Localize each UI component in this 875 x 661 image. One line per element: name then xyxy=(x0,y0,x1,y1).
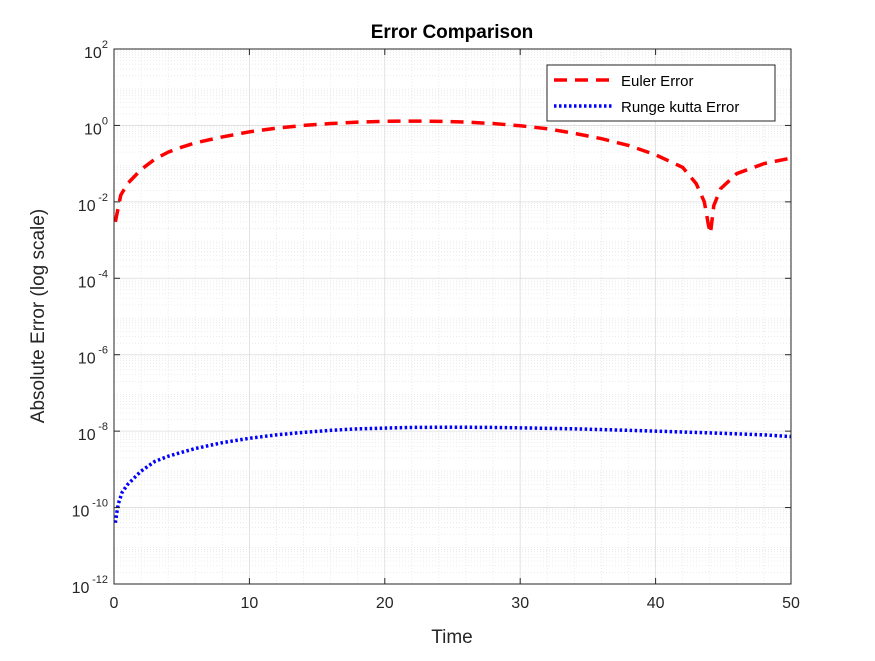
y-tick-exponent: 0 xyxy=(102,115,108,127)
series-line-euler xyxy=(113,119,792,236)
y-tick-base: 10 xyxy=(78,198,96,215)
series-line-runge-kutta xyxy=(113,425,792,524)
axes-background xyxy=(114,49,791,584)
y-tick-exponent: -2 xyxy=(98,192,108,204)
y-tick-label: -410 xyxy=(78,268,108,291)
series-layer xyxy=(113,119,792,524)
y-axis-label: Absolute Error (log scale) xyxy=(28,209,49,423)
y-tick-exponent: -4 xyxy=(98,268,108,280)
y-tick-base: 10 xyxy=(72,580,90,597)
y-tick-exponent: -10 xyxy=(92,498,108,510)
y-tick-base: 10 xyxy=(84,121,102,138)
y-tick-label: 010 xyxy=(84,115,108,138)
y-tick-exponent: -12 xyxy=(92,574,108,586)
x-axis-label: Time xyxy=(431,627,473,648)
chart-title: Error Comparison xyxy=(371,22,534,43)
axes-box xyxy=(113,48,792,585)
x-tick-label: 20 xyxy=(376,595,394,612)
legend-label-euler: Euler Error xyxy=(621,73,694,90)
y-tick-exponent: -8 xyxy=(98,421,108,433)
x-tick-label: 0 xyxy=(110,595,119,612)
y-tick-base: 10 xyxy=(84,45,102,62)
y-tick-label: -610 xyxy=(78,345,108,368)
minor-grid xyxy=(114,49,791,584)
x-tick-label: 10 xyxy=(241,595,259,612)
y-tick-base: 10 xyxy=(78,351,96,368)
legend-label-runge-kutta: Runge kutta Error xyxy=(621,99,739,116)
y-tick-label: 210 xyxy=(84,39,108,62)
x-tick-labels: 0 10 20 30 40 50 xyxy=(110,595,800,612)
legend: Euler Error Runge kutta Error xyxy=(546,64,776,122)
y-tick-base: 10 xyxy=(78,427,96,444)
tick-marks xyxy=(113,48,792,585)
x-tick-label: 40 xyxy=(647,595,665,612)
y-tick-label: -210 xyxy=(78,192,108,215)
x-tick-label: 50 xyxy=(782,595,800,612)
y-tick-exponent: 2 xyxy=(102,39,108,51)
y-tick-base: 10 xyxy=(78,274,96,291)
y-tick-base: 10 xyxy=(72,504,90,521)
y-tick-exponent: -6 xyxy=(98,345,108,357)
y-tick-label: -810 xyxy=(78,421,108,444)
legend-box xyxy=(546,64,776,122)
x-tick-label: 30 xyxy=(511,595,529,612)
